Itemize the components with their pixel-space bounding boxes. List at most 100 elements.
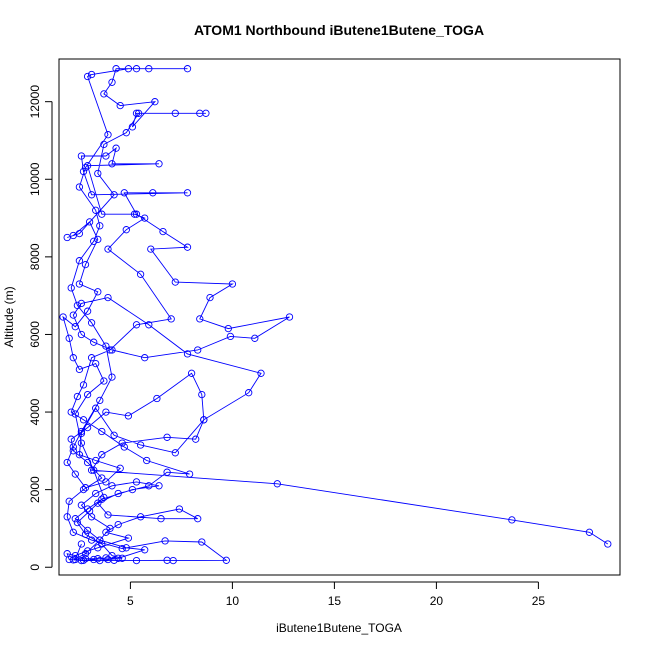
data-point bbox=[145, 482, 153, 490]
data-point bbox=[187, 369, 196, 377]
y-tick-label: 0 bbox=[28, 564, 42, 571]
x-axis: 5 10 15 20 25 bbox=[127, 581, 545, 608]
data-point bbox=[194, 515, 202, 523]
data-point bbox=[132, 109, 141, 117]
data-point bbox=[92, 456, 100, 465]
data-point bbox=[251, 334, 259, 342]
data-point bbox=[102, 152, 110, 160]
data-point bbox=[87, 513, 96, 521]
data-point bbox=[94, 288, 102, 296]
data-point bbox=[104, 511, 112, 519]
data-point bbox=[77, 152, 86, 160]
data-point bbox=[130, 210, 139, 218]
data-point bbox=[98, 427, 106, 436]
data-point bbox=[118, 439, 126, 447]
chart-title: ATOM1 Northbound iButene1Butene_TOGA bbox=[194, 22, 484, 38]
data-point bbox=[94, 499, 102, 507]
data-point bbox=[83, 72, 92, 81]
data-point bbox=[83, 423, 92, 432]
data-point bbox=[151, 98, 159, 106]
data-point bbox=[508, 516, 516, 524]
data-point bbox=[73, 301, 82, 310]
data-point bbox=[83, 307, 92, 315]
data-point bbox=[98, 495, 106, 503]
data-point bbox=[116, 101, 124, 110]
data-point bbox=[141, 546, 149, 554]
data-point bbox=[81, 550, 90, 558]
data-point bbox=[87, 191, 96, 199]
data-point bbox=[71, 323, 79, 331]
data-point bbox=[183, 243, 192, 251]
data-point bbox=[112, 144, 120, 152]
data-point bbox=[77, 299, 86, 308]
data-point bbox=[77, 427, 86, 436]
data-point bbox=[92, 206, 100, 214]
series-layer bbox=[59, 65, 612, 565]
data-point bbox=[65, 334, 73, 342]
data-point bbox=[98, 540, 106, 548]
data-point bbox=[114, 489, 122, 498]
data-point bbox=[206, 293, 214, 302]
data-point bbox=[100, 140, 108, 149]
data-point bbox=[153, 394, 161, 403]
data-point bbox=[106, 346, 114, 354]
data-point bbox=[96, 222, 104, 230]
data-point bbox=[75, 280, 84, 288]
data-point bbox=[585, 528, 594, 536]
data-point bbox=[87, 536, 96, 544]
data-point bbox=[149, 189, 157, 197]
data-point bbox=[108, 78, 116, 86]
data-point bbox=[92, 359, 100, 368]
data-point bbox=[77, 501, 86, 509]
data-point bbox=[143, 456, 151, 465]
data-point bbox=[257, 369, 265, 377]
data-point bbox=[71, 410, 79, 418]
data-point bbox=[94, 235, 102, 244]
data-point bbox=[108, 160, 116, 168]
data-point bbox=[161, 537, 169, 545]
data-point bbox=[124, 534, 133, 542]
data-point bbox=[192, 435, 200, 443]
data-point bbox=[196, 315, 204, 323]
y-tick-label: 12000 bbox=[28, 85, 42, 119]
data-point bbox=[96, 536, 104, 544]
x-axis-label: iButene1Butene_TOGA bbox=[276, 621, 402, 635]
data-point bbox=[136, 513, 145, 521]
data-point bbox=[100, 377, 108, 385]
data-point bbox=[228, 280, 237, 288]
data-point bbox=[85, 218, 94, 226]
data-point bbox=[104, 555, 112, 564]
data-point bbox=[92, 404, 100, 412]
data-point bbox=[104, 131, 112, 139]
data-point bbox=[69, 231, 77, 240]
data-point bbox=[163, 433, 171, 441]
data-point bbox=[147, 245, 155, 253]
data-point bbox=[90, 237, 98, 245]
data-point bbox=[141, 354, 149, 362]
data-point bbox=[169, 556, 177, 565]
data-point bbox=[77, 429, 86, 438]
data-point bbox=[59, 313, 67, 321]
data-point bbox=[79, 485, 88, 494]
data-point bbox=[122, 544, 130, 552]
data-point bbox=[136, 441, 145, 449]
data-point bbox=[118, 554, 126, 562]
data-point bbox=[100, 493, 108, 502]
data-point bbox=[81, 163, 90, 172]
y-tick-label: 2000 bbox=[28, 476, 42, 503]
data-point bbox=[81, 260, 90, 269]
data-point bbox=[108, 551, 116, 560]
data-point bbox=[110, 191, 118, 199]
data-point bbox=[116, 464, 124, 472]
data-point bbox=[75, 451, 84, 459]
data-point bbox=[132, 478, 141, 486]
y-tick-label: 10000 bbox=[28, 162, 42, 196]
data-point bbox=[120, 443, 128, 451]
data-point bbox=[71, 551, 79, 560]
data-point bbox=[94, 544, 102, 552]
data-point bbox=[155, 160, 163, 168]
data-point bbox=[194, 346, 202, 354]
data-point bbox=[159, 227, 167, 236]
